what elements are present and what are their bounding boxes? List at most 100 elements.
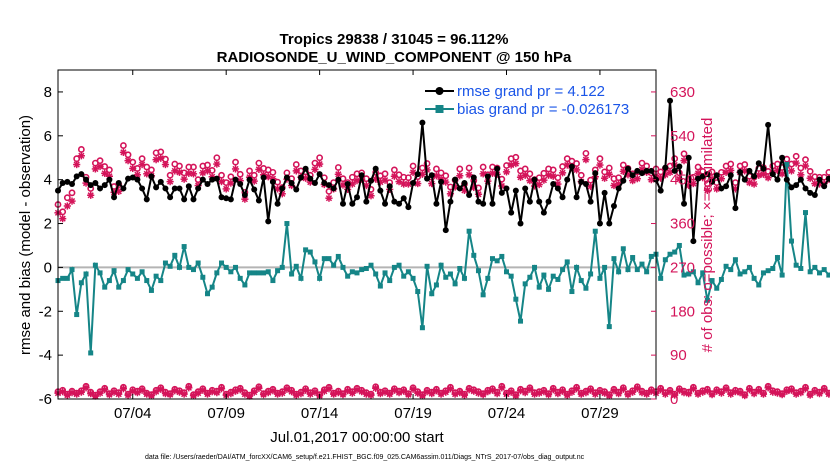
assimilated-obs-marker-bottom-stroke: [685, 390, 692, 397]
bias-point: [821, 267, 827, 273]
rmse-point: [797, 176, 804, 183]
assimilated-obs-marker: [157, 154, 165, 162]
rmse-point: [690, 238, 697, 245]
bias-point: [92, 262, 98, 268]
assimilated-obs-marker: [185, 169, 193, 177]
bias-point: [817, 270, 823, 276]
assimilated-obs-marker-bottom-stroke: [470, 388, 477, 395]
bias-point: [279, 264, 285, 270]
bias-point: [64, 275, 70, 281]
assimilated-obs-marker-bottom: [572, 385, 581, 393]
assimilated-obs-marker-bottom-stroke: [564, 391, 571, 399]
rmse-point: [101, 182, 108, 189]
assimilated-obs-marker-bottom: [428, 390, 436, 398]
assimilated-obs-marker: [68, 197, 76, 205]
bias-point: [452, 281, 458, 287]
assimilated-obs-marker: [231, 165, 240, 173]
assimilated-obs-marker-stroke: [96, 163, 104, 170]
assimilated-obs-marker-stroke: [335, 171, 342, 178]
assimilated-obs-marker-stroke: [409, 169, 417, 176]
y-tick-label-left: 6: [44, 128, 52, 145]
assimilated-obs-marker-bottom-stroke: [218, 385, 225, 392]
assimilated-obs-marker: [488, 169, 497, 177]
bias-point: [321, 256, 327, 262]
assimilated-obs-marker-stroke: [115, 188, 122, 195]
possible-obs-marker: [68, 189, 76, 197]
assimilated-obs-marker-bottom: [493, 390, 501, 398]
assimilated-obs-marker-bottom-stroke: [526, 386, 533, 393]
assimilated-obs-marker-bottom: [764, 384, 772, 392]
x-tick-label: 07/14: [301, 405, 339, 422]
rmse-point: [325, 182, 332, 189]
assimilated-obs-marker-bottom-stroke: [157, 386, 164, 393]
bias-point: [471, 252, 477, 258]
rmse-point: [783, 176, 790, 183]
assimilated-obs-marker-stroke: [620, 168, 627, 175]
rmse-point: [545, 198, 552, 205]
assimilated-obs-marker-bottom-stroke: [209, 388, 216, 395]
assimilated-obs-marker: [292, 167, 300, 175]
rmse-point: [307, 175, 314, 182]
bias-point: [433, 282, 439, 288]
bias-point: [732, 257, 738, 263]
assimilated-obs-marker-stroke: [325, 195, 333, 202]
assimilated-obs-marker-stroke: [167, 178, 174, 185]
bias-point: [569, 289, 575, 295]
assimilated-obs-marker-bottom: [119, 385, 128, 393]
bias-point: [120, 278, 126, 284]
bias-point: [242, 282, 248, 288]
assimilated-obs-marker-bottom-stroke: [176, 389, 183, 396]
assimilated-obs-marker-stroke: [138, 161, 146, 168]
possible-obs-marker: [792, 152, 800, 160]
possible-obs-marker: [381, 170, 389, 178]
bias-point: [597, 275, 603, 281]
assimilated-obs-marker: [227, 179, 235, 187]
assimilated-obs-marker-bottom-stroke: [381, 389, 389, 396]
rmse-point: [503, 185, 510, 192]
assimilated-obs-marker: [96, 162, 104, 171]
assimilated-obs-marker-bottom-stroke: [807, 391, 814, 399]
assimilated-obs-marker-bottom: [339, 391, 347, 399]
possible-obs-marker: [218, 171, 225, 179]
assimilated-obs-marker-stroke: [624, 171, 632, 178]
possible-obs-marker: [255, 159, 263, 167]
possible-obs-marker: [409, 162, 417, 170]
possible-obs-marker: [605, 164, 613, 172]
rmse-point: [302, 165, 309, 172]
assimilated-obs-marker-bottom-stroke: [755, 387, 762, 394]
assimilated-obs-marker: [465, 171, 473, 179]
bias-point: [770, 265, 776, 271]
assimilated-obs-marker-bottom: [568, 388, 576, 396]
possible-obs-marker: [577, 171, 585, 179]
rmse-point: [592, 170, 599, 177]
assimilated-obs-marker-stroke: [545, 172, 552, 179]
assimilated-obs-marker-bottom-stroke: [409, 386, 417, 393]
y-axis-right: 0 90 180 270 360 450 540 630: [651, 84, 695, 408]
possible-obs-marker: [311, 159, 319, 167]
assimilated-obs-marker-stroke: [564, 161, 571, 169]
assimilated-obs-marker-bottom: [530, 390, 539, 398]
bias-point: [728, 267, 734, 273]
assimilated-obs-marker: [806, 174, 814, 182]
assimilated-obs-marker-stroke: [807, 175, 814, 182]
assimilated-obs-marker-bottom-stroke: [708, 391, 716, 398]
assimilated-obs-marker: [558, 169, 567, 177]
assimilated-obs-marker-bottom-stroke: [353, 386, 361, 393]
bias-point: [326, 256, 332, 262]
y-tick-label-left: 4: [44, 172, 52, 189]
assimilated-obs-marker-stroke: [587, 183, 594, 190]
bias-point: [723, 263, 729, 269]
rmse-point: [283, 174, 290, 181]
rmse-point: [765, 121, 772, 128]
assimilated-obs-marker-bottom: [605, 391, 613, 400]
assimilated-obs-marker-bottom-stroke: [732, 388, 739, 395]
assimilated-obs-marker: [390, 172, 398, 180]
assimilated-obs-marker-bottom: [101, 386, 109, 394]
assimilated-obs-marker-bottom-stroke: [138, 387, 146, 394]
assimilated-obs-marker-bottom: [157, 385, 165, 393]
rmse-point: [699, 173, 706, 180]
rmse-point: [452, 176, 459, 183]
bias-point: [513, 296, 519, 302]
rmse-point: [382, 200, 389, 207]
bias-point: [774, 255, 780, 261]
